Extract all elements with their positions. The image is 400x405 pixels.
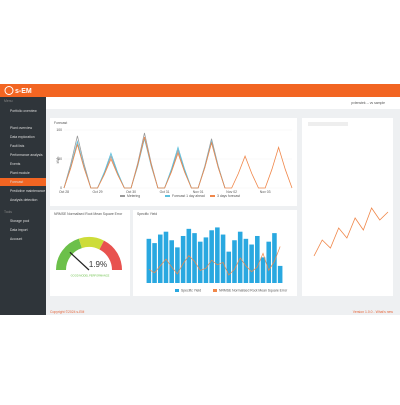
legend-swatch <box>120 195 125 197</box>
nav-item[interactable]: Data import <box>10 228 28 232</box>
nav-active <box>0 178 46 186</box>
nav-item[interactable]: Analysis detection <box>10 198 37 202</box>
bar <box>180 235 186 283</box>
series-line <box>63 136 293 189</box>
menu-label: Menu <box>4 99 13 103</box>
nav-item[interactable]: Data exploration <box>10 135 35 139</box>
bar <box>197 241 203 283</box>
legend-label: 3 days forecast <box>217 194 240 198</box>
sidebar <box>0 97 46 315</box>
legend-swatch <box>213 289 217 292</box>
series-line <box>313 207 389 257</box>
bar <box>260 257 266 283</box>
nav-item[interactable]: Portfolio overview <box>10 109 37 113</box>
bar <box>146 238 152 283</box>
bar <box>169 240 174 283</box>
version-link[interactable]: Version 1.0.0 - What's new <box>353 310 394 314</box>
nav-item[interactable]: Fault lists <box>10 144 25 148</box>
user-menu[interactable]: pvlenstek -- vs sample <box>351 101 385 105</box>
top-bar <box>0 84 400 97</box>
nav-item[interactable]: Plant module <box>10 171 30 175</box>
nav-item[interactable]: Account <box>10 237 22 241</box>
legend-label: Specific Yield <box>181 288 201 292</box>
legend-label: NRMSE Normalised Root Mean Square Error <box>219 288 288 292</box>
panel-title: NRMSE Normalised Root Mean Square Error <box>54 212 123 216</box>
logo-icon <box>4 86 14 95</box>
bar <box>163 231 169 283</box>
nav-item[interactable]: Performance analysis <box>10 153 43 157</box>
x-tick-label: Oct 31 <box>160 190 170 194</box>
series-line <box>148 246 281 276</box>
bar <box>249 244 254 283</box>
trend-panel <box>302 118 393 296</box>
panel-title: Specific Yield <box>137 212 157 216</box>
gauge-value: 1.9% <box>89 260 107 269</box>
copyright: Copyright ©2024 s-EM <box>50 310 85 314</box>
bar <box>175 247 180 283</box>
gauge-band <box>99 240 122 271</box>
user-bar <box>46 97 400 109</box>
legend-swatch <box>175 289 179 292</box>
gauge-caption: GOOD MODEL PERFORMANCE <box>71 274 110 278</box>
x-tick-label: Oct 30 <box>126 190 136 194</box>
bar <box>203 237 209 283</box>
x-tick-label: Oct 29 <box>93 190 103 194</box>
x-tick-label: Oct 28 <box>59 190 69 194</box>
logo: s-EM <box>15 88 32 95</box>
gauge-needle <box>69 251 90 271</box>
gauge-band <box>56 238 83 271</box>
bar <box>266 241 272 283</box>
bar <box>215 227 220 283</box>
x-tick-label: Nov 01 <box>193 190 204 194</box>
panel-title: Forecast <box>54 121 67 125</box>
bar <box>152 243 157 283</box>
legend-swatch <box>165 195 170 197</box>
nav-item[interactable]: Plant overview <box>10 126 33 130</box>
bar <box>220 234 226 283</box>
legend-label: Forecast 1 day ahead <box>172 194 205 198</box>
bar <box>209 230 214 283</box>
bar <box>272 233 277 283</box>
y-tick-label: 100 <box>56 128 62 132</box>
bar <box>192 233 197 283</box>
y-tick-label: 50 <box>58 157 62 161</box>
y-tick-label: 0 <box>60 186 62 190</box>
y-axis-label: kWh <box>56 157 60 164</box>
nav-item[interactable]: Forecast <box>10 180 23 184</box>
bar <box>255 235 260 283</box>
bar <box>232 240 237 283</box>
bar <box>277 265 283 283</box>
bar <box>226 251 232 283</box>
nav-item[interactable]: Storage pool <box>10 219 29 223</box>
trend-header <box>308 122 348 126</box>
legend-label: Metering <box>127 194 140 198</box>
nav-item[interactable]: Predictive maintenance <box>10 189 45 193</box>
x-tick-label: Nov 03 <box>260 190 271 194</box>
tools-label: Tools <box>4 210 12 214</box>
gauge-band <box>78 237 104 250</box>
bar <box>243 238 249 283</box>
legend-swatch <box>210 195 215 197</box>
nav-item[interactable]: Events <box>10 162 21 166</box>
bar <box>157 234 163 283</box>
x-tick-label: Nov 02 <box>226 190 237 194</box>
